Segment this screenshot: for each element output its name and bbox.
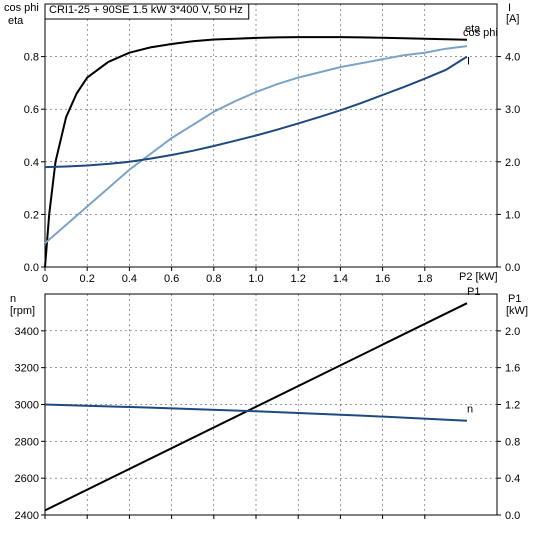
bottom-left-axis-label-1: n: [10, 293, 16, 305]
bottom-right-tick-label-3: 1.2: [505, 400, 520, 412]
top-series-eta: [44, 36, 468, 268]
bottom-right-tick-label-4: 1.6: [505, 363, 520, 375]
bottom-series-label-n: n: [467, 404, 473, 416]
bottom-series-p1: [44, 302, 468, 512]
top-right-tick-label-1: 1.0: [505, 209, 520, 221]
bottom-right-tick-label-5: 2.0: [505, 326, 520, 338]
top-series-label-eta: eta: [465, 23, 481, 35]
top-chart-group: 0.0 0.2 0.4 0.6 0.8 0.0 1.0 2.0 3.0 4.0 0 0.2 0.4 0.6…: [24, 3, 520, 285]
top-x-tick-label-0: 0: [42, 273, 48, 285]
top-x-tick-label-5: 1.0: [248, 273, 263, 285]
bottom-series-n: [44, 403, 468, 422]
top-left-tick-label-4: 0.8: [24, 52, 39, 64]
top-left-tick-label-2: 0.4: [24, 157, 39, 169]
bottom-series-label-p1: P1: [467, 286, 480, 298]
bottom-left-tick-label-4: 3200: [15, 363, 39, 375]
bottom-right-tick-label-1: 0.4: [505, 473, 520, 485]
top-x-axis-label: P2 [kW]: [459, 271, 498, 283]
top-left-tick-label-0: 0.0: [24, 262, 39, 274]
bottom-left-tick-label-5: 3400: [15, 326, 39, 338]
bottom-right-axis-label-2: [kW]: [506, 305, 528, 317]
bottom-chart-group: 2400 2600 2800 3000 3200 3400 0.0 0.4 0.8 1.2 1.6 2…: [15, 286, 521, 522]
title-box: [44, 3, 250, 20]
top-x-tick-label-9: 1.8: [417, 273, 432, 285]
top-plot-frame: [44, 3, 498, 268]
top-right-axis-label-2: [A]: [506, 13, 519, 25]
top-x-tick-label-2: 0.4: [122, 273, 137, 285]
chart-title: CRI1-25 + 90SE 1.5 kW 3*400 V, 50 Hz: [49, 4, 243, 16]
top-left-tick-label-3: 0.6: [24, 104, 39, 116]
top-series-i: [44, 55, 468, 169]
bottom-left-tick-label-0: 2400: [15, 510, 39, 522]
bottom-left-tick-label-1: 2600: [15, 473, 39, 485]
bottom-right-tick-label-0: 0.0: [505, 510, 520, 522]
bottom-right-axis-label-1: P1: [508, 293, 521, 305]
top-x-tick-label-8: 1.6: [375, 273, 390, 285]
bottom-left-axis-label-2: [rpm]: [10, 305, 35, 317]
top-left-tick-label-1: 0.2: [24, 209, 39, 221]
bottom-right-tick-label-2: 0.8: [505, 436, 520, 448]
top-right-tick-label-0: 0.0: [505, 262, 520, 274]
top-right-tick-label-3: 3.0: [505, 104, 520, 116]
top-left-axis-label-2: eta: [8, 15, 24, 27]
bottom-left-tick-label-2: 2800: [15, 436, 39, 448]
top-x-tick-label-1: 0.2: [80, 273, 95, 285]
top-right-axis-label-1: I: [508, 2, 511, 14]
top-series-cos-phi: [44, 45, 468, 245]
top-right-tick-label-4: 4.0: [505, 52, 520, 64]
top-series-label-cos-phi: cos phi: [463, 27, 498, 39]
top-x-tick-label-6: 1.2: [291, 273, 306, 285]
top-left-axis-label-1: cos phi: [4, 2, 39, 14]
top-x-tick-label-4: 0.8: [206, 273, 221, 285]
top-x-tick-label-3: 0.6: [164, 273, 179, 285]
top-right-tick-label-2: 2.0: [505, 157, 520, 169]
top-series-label-i: I: [467, 56, 470, 68]
bottom-left-tick-label-3: 3000: [15, 400, 39, 412]
top-x-tick-label-7: 1.4: [333, 273, 348, 285]
